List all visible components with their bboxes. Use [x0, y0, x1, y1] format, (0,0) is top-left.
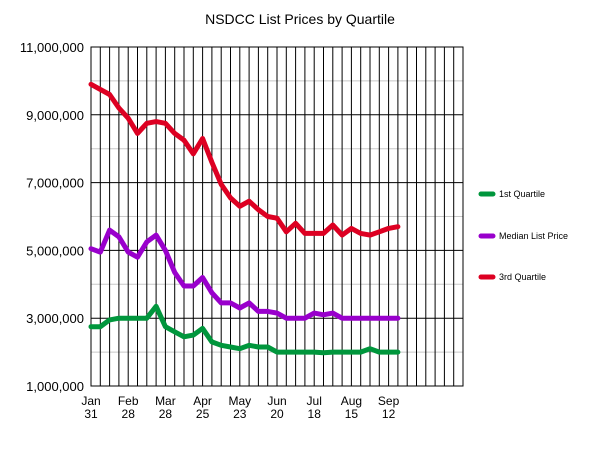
series-line-3	[88, 81, 401, 238]
x-tick-day: 12	[382, 407, 396, 421]
x-tick-day: 15	[345, 407, 359, 421]
x-tick-day: 25	[196, 407, 210, 421]
y-tick-label: 7,000,000	[26, 176, 84, 191]
legend-label: Median List Price	[499, 231, 568, 241]
x-tick-month: Jul	[307, 394, 322, 408]
x-tick-day: 31	[84, 407, 98, 421]
legend: 1st Quartile Median List Price 3rd Quartil…	[478, 189, 568, 282]
x-tick-month: Jun	[267, 394, 286, 408]
x-tick-month: Apr	[193, 394, 212, 408]
x-tick-month: Mar	[155, 394, 176, 408]
x-tick-day: 18	[308, 407, 322, 421]
x-tick-month: May	[228, 394, 251, 408]
x-tick-day: 20	[270, 407, 284, 421]
legend-label: 1st Quartile	[499, 189, 545, 199]
y-axis: 1,000,000 3,000,000 5,000,000 7,000,000 9,00…	[20, 40, 84, 394]
series-line-1	[88, 303, 401, 356]
x-tick-month: Feb	[118, 394, 139, 408]
series-line-2	[88, 227, 401, 321]
y-tick-label: 5,000,000	[26, 243, 84, 258]
x-tick-month: Aug	[341, 394, 362, 408]
legend-label: 3rd Quartile	[499, 272, 546, 282]
x-tick-day: 28	[122, 407, 136, 421]
x-axis: Jan31Feb28Mar28Apr25May23Jun20Jul18Aug15…	[81, 394, 399, 421]
y-tick-label: 11,000,000	[20, 40, 84, 55]
y-tick-label: 3,000,000	[26, 311, 84, 326]
x-tick-month: Sep	[378, 394, 400, 408]
y-tick-label: 9,000,000	[26, 108, 84, 123]
y-tick-label: 1,000,000	[26, 379, 84, 394]
x-tick-day: 23	[233, 407, 247, 421]
x-tick-month: Jan	[81, 394, 100, 408]
chart-title: NSDCC List Prices by Quartile	[205, 11, 395, 27]
plot-lines	[88, 81, 401, 356]
grid	[90, 46, 464, 387]
x-tick-day: 28	[159, 407, 173, 421]
